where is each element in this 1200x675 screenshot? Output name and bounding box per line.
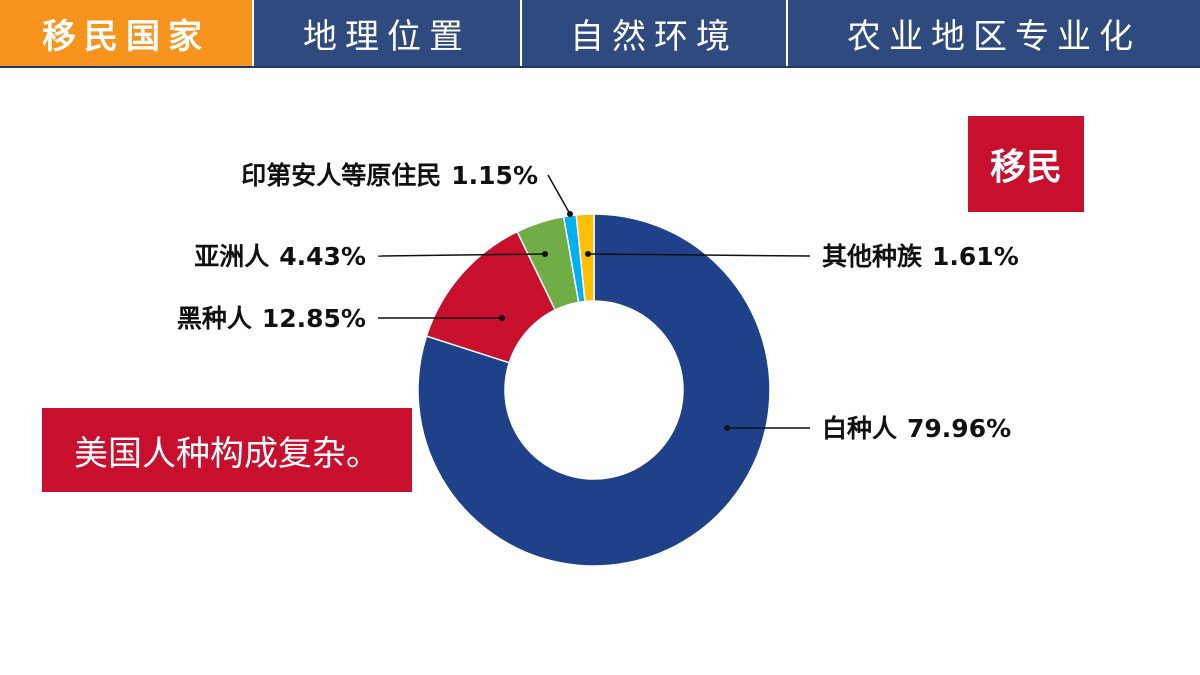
leader-dot — [567, 211, 573, 217]
data-label: 黑种人 12.85% — [177, 304, 366, 333]
leader-dot — [542, 251, 548, 257]
nav-tab[interactable]: 移民国家 — [0, 0, 252, 66]
value-label: 79.96% — [907, 414, 1011, 443]
data-label: 亚洲人 4.43% — [194, 242, 366, 271]
value-label: 1.15% — [451, 161, 538, 190]
data-label: 其他种族 1.61% — [822, 242, 1019, 271]
badge: 移民 — [968, 116, 1084, 212]
nav-tab[interactable]: 农业地区专业化 — [786, 0, 1200, 66]
data-label: 印第安人等原住民 1.15% — [241, 161, 538, 190]
nav-bar: 移民国家 地理位置 自然环境 农业地区专业化 — [0, 0, 1200, 68]
donut-slice — [417, 213, 771, 567]
nav-tab[interactable]: 自然环境 — [520, 0, 786, 66]
category-label: 其他种族 — [822, 242, 923, 271]
leader-dot — [499, 315, 505, 321]
note: 美国人种构成复杂。 — [42, 408, 412, 492]
category-label: 白种人 — [822, 414, 897, 443]
leader-line — [587, 253, 811, 257]
leader-dot — [724, 425, 730, 431]
nav-tab[interactable]: 地理位置 — [252, 0, 520, 66]
value-label: 4.43% — [279, 242, 366, 271]
leader-line — [377, 253, 546, 257]
data-label: 白种人 79.96% — [822, 414, 1011, 443]
leader-dot — [585, 251, 591, 257]
value-label: 12.85% — [262, 304, 366, 333]
leader-line — [547, 174, 571, 215]
donut-slice — [575, 213, 595, 303]
category-label: 黑种人 — [177, 304, 252, 333]
category-label: 印第安人等原住民 — [241, 161, 441, 190]
value-label: 1.61% — [932, 242, 1019, 271]
category-label: 亚洲人 — [194, 242, 269, 271]
